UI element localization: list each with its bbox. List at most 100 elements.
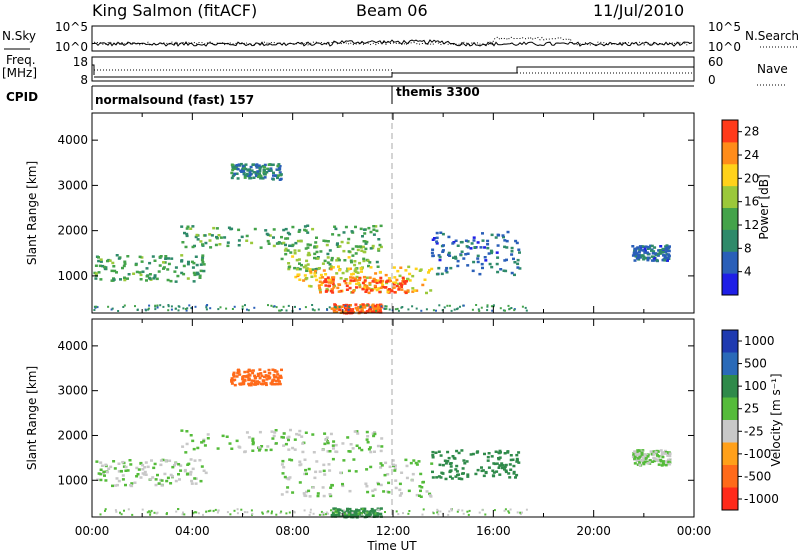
data-cell-1-1-20	[335, 450, 339, 454]
power-ylabel: Slant Range [km]	[25, 161, 39, 265]
ground-scatter-0-58	[96, 306, 99, 309]
ground-scatter-0-62	[170, 305, 173, 308]
data-cell-1-3-49	[273, 383, 277, 386]
data-cell-1-1-106	[376, 444, 380, 448]
data-cell-0-3-105	[305, 277, 309, 280]
data-cell-0-0-39	[121, 266, 124, 270]
data-cell-1-6-80	[353, 514, 357, 517]
data-cell-0-1-116	[375, 229, 379, 233]
data-cell-1-5-100	[652, 453, 656, 456]
data-cell-1-2-72	[285, 490, 289, 494]
ground-scatter-1-61	[437, 513, 440, 516]
data-cell-0-6-102	[435, 272, 439, 276]
data-cell-1-6-98	[365, 514, 369, 518]
data-cell-1-6-110	[373, 514, 377, 517]
data-cell-1-0-25	[190, 479, 194, 483]
data-cell-0-4-101	[388, 288, 391, 291]
data-cell-1-3-60	[262, 375, 266, 379]
data-cell-0-3-37	[321, 281, 325, 284]
data-cell-1-6-73	[349, 512, 353, 515]
ground-scatter-1-119	[345, 512, 348, 515]
power-cb-tick-label-6: 28	[744, 125, 759, 139]
data-cell-0-2-12	[349, 259, 353, 262]
data-cell-1-2-75	[315, 460, 319, 463]
data-cell-1-2-53	[283, 475, 287, 479]
data-cell-0-4-119	[395, 278, 399, 282]
data-cell-1-5-107	[664, 452, 667, 455]
ground-scatter-1-84	[450, 508, 453, 511]
data-cell-0-5-91	[265, 171, 269, 174]
data-cell-0-4-80	[332, 286, 336, 289]
ground-scatter-1-19	[468, 509, 471, 512]
data-cell-1-3-113	[253, 381, 257, 384]
data-cell-0-6-87	[441, 232, 445, 236]
ground-scatter-0-109	[246, 308, 248, 311]
data-cell-0-1-11	[250, 241, 254, 245]
data-cell-1-0-80	[139, 461, 143, 465]
data-cell-1-2-23	[379, 483, 383, 487]
data-cell-1-4-96	[494, 450, 498, 453]
data-cell-0-1-0	[315, 236, 318, 239]
data-cell-0-4-103	[327, 284, 331, 288]
data-cell-1-4-46	[460, 449, 464, 452]
data-cell-0-1-73	[201, 243, 204, 246]
data-cell-0-1-55	[342, 231, 346, 234]
data-cell-0-0-75	[176, 274, 180, 278]
beam-title: Beam 06	[356, 1, 428, 20]
ground-scatter-0-93	[270, 304, 273, 307]
data-cell-0-3-93	[425, 291, 428, 295]
data-cell-0-6-33	[496, 270, 500, 274]
data-cell-0-4-70	[386, 279, 390, 283]
data-cell-1-0-65	[136, 473, 140, 476]
data-cell-1-5-101	[645, 460, 649, 464]
ground-scatter-0-23	[420, 309, 423, 312]
data-cell-0-2-42	[379, 245, 383, 249]
data-cell-0-7-111	[361, 303, 365, 306]
data-cell-1-5-19	[657, 458, 661, 461]
ground-scatter-0-139	[111, 307, 114, 310]
data-cell-0-2-27	[354, 245, 358, 248]
data-cell-0-1-21	[344, 225, 348, 229]
data-cell-1-1-91	[260, 445, 264, 448]
data-cell-1-1-112	[293, 448, 297, 451]
velocity-cb-tick-label-1: 500	[744, 357, 767, 371]
data-cell-0-7-110	[373, 304, 377, 308]
data-cell-0-4-63	[354, 277, 357, 280]
data-cell-0-1-104	[204, 241, 208, 245]
data-cell-0-3-21	[411, 290, 415, 293]
ground-scatter-1-30	[192, 511, 195, 514]
data-cell-1-5-83	[659, 449, 663, 452]
data-cell-1-4-106	[493, 462, 497, 466]
data-cell-1-5-45	[642, 462, 646, 466]
data-cell-1-4-69	[441, 463, 445, 467]
data-cell-1-0-111	[124, 465, 128, 469]
data-cell-1-1-110	[266, 445, 270, 448]
data-cell-1-0-61	[128, 459, 132, 462]
data-cell-1-2-118	[421, 481, 425, 484]
data-cell-1-3-116	[275, 370, 279, 373]
power-colorbar-swatch-0	[722, 273, 738, 296]
ground-scatter-0-140	[154, 304, 157, 307]
data-cell-1-0-117	[112, 460, 116, 463]
data-cell-0-1-76	[306, 246, 310, 249]
data-cell-1-2-34	[382, 490, 386, 493]
data-cell-0-5-20	[276, 174, 280, 177]
cpid-bar: normalsound (fast) 157 themis 3300	[91, 85, 694, 110]
data-cell-0-7-92	[377, 311, 381, 314]
data-cell-0-3-14	[354, 267, 358, 271]
data-cell-1-6-112	[359, 511, 362, 515]
data-cell-0-3-86	[429, 289, 433, 292]
ground-scatter-0-27	[450, 309, 453, 312]
data-cell-1-3-38	[256, 374, 260, 378]
data-cell-1-4-8	[437, 475, 441, 478]
data-cell-1-1-70	[189, 434, 193, 437]
data-cell-0-0-74	[202, 269, 206, 273]
ytick-label-0-1: 2000	[57, 224, 88, 238]
data-cell-0-6-96	[510, 253, 514, 256]
data-cell-0-3-28	[408, 279, 412, 282]
data-cell-1-5-86	[651, 460, 655, 463]
data-cell-1-4-50	[508, 476, 512, 479]
velocity-colorbar-swatch-1	[722, 352, 738, 376]
data-cell-1-1-5	[341, 442, 345, 445]
